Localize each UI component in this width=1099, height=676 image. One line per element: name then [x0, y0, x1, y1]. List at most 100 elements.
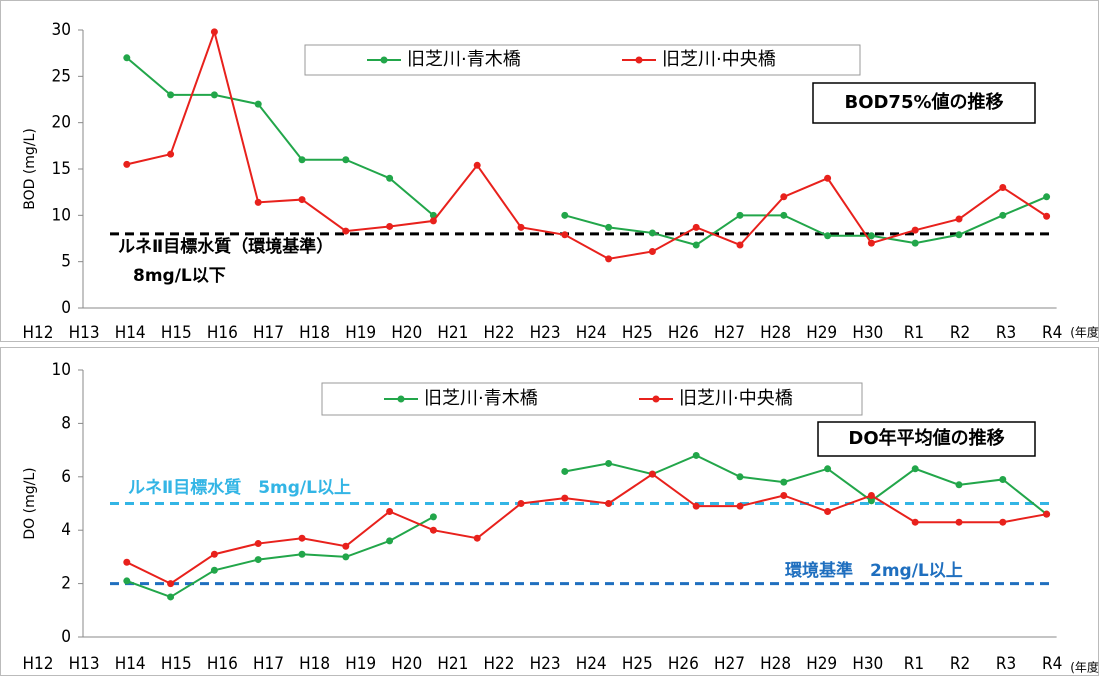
y-tick-label: 0: [61, 627, 71, 647]
data-point: [780, 491, 788, 499]
y-axis-label: DO (mg/L): [22, 467, 38, 539]
x-tick-label: H25: [622, 323, 653, 343]
data-point: [342, 227, 350, 235]
data-point: [298, 534, 306, 542]
reference-label: ルネⅡ目標水質 5mg/L以上: [128, 477, 351, 498]
y-tick-label: 6: [61, 467, 71, 487]
data-point: [867, 232, 875, 240]
data-point: [648, 229, 656, 237]
title-box: [812, 82, 1036, 124]
reference-label: 8mg/L以下: [133, 266, 226, 286]
legend-marker: [635, 56, 643, 64]
data-point: [736, 211, 744, 219]
x-tick-label: H13: [69, 323, 100, 343]
data-point: [254, 100, 262, 108]
x-tick-label: H24: [576, 654, 607, 674]
data-point: [867, 497, 875, 505]
data-point: [780, 478, 788, 486]
y-tick-label: 0: [61, 298, 71, 318]
data-point: [123, 577, 131, 585]
legend-label: 旧芝川·青木橋: [407, 49, 521, 70]
y-tick-label: 20: [52, 113, 71, 133]
data-point: [780, 193, 788, 201]
x-tick-label: R2: [950, 654, 970, 674]
x-tick-label: H19: [345, 323, 376, 343]
y-tick-label: 30: [52, 20, 71, 40]
y-tick-label: 2: [61, 574, 71, 594]
series-line: [126, 515, 434, 599]
data-point: [736, 241, 744, 249]
x-tick-label: H13: [69, 654, 100, 674]
data-point: [736, 473, 744, 481]
data-point: [605, 255, 613, 263]
data-point: [605, 500, 613, 507]
legend-marker: [652, 395, 660, 403]
title-box: [817, 421, 1036, 457]
data-point: [386, 174, 394, 182]
x-tick-label: H19: [345, 654, 376, 674]
data-point: [955, 481, 963, 489]
legend-marker: [380, 56, 388, 64]
x-tick-label: H16: [207, 323, 238, 343]
data-point: [123, 160, 131, 168]
legend-label: 旧芝川·中央橋: [662, 49, 776, 70]
data-point: [210, 550, 218, 558]
x-tick-label: H28: [760, 654, 791, 674]
data-point: [123, 558, 131, 566]
data-point: [429, 513, 437, 521]
data-point: [167, 91, 175, 99]
x-tick-label: H26: [668, 654, 699, 674]
x-tick-label: H26: [668, 323, 699, 343]
data-point: [955, 231, 963, 239]
data-point: [517, 500, 525, 507]
x-tick-label: H18: [299, 654, 330, 674]
data-point: [648, 247, 656, 255]
x-tick-label: H23: [530, 323, 561, 343]
data-point: [1043, 510, 1051, 518]
data-point: [298, 196, 306, 204]
y-tick-label: 15: [52, 159, 71, 179]
data-point: [210, 28, 218, 36]
reference-label: ルネⅡ目標水質（環境基準）: [118, 236, 333, 257]
x-tick-label: R3: [996, 654, 1016, 674]
series-line: [126, 28, 1048, 260]
data-point: [692, 502, 700, 510]
data-point: [167, 593, 175, 601]
series-line: [564, 454, 1048, 515]
data-point: [605, 223, 613, 231]
data-point: [824, 508, 832, 516]
x-tick-label: H20: [391, 323, 422, 343]
data-point: [911, 465, 919, 473]
x-tick-label: H30: [852, 323, 883, 343]
x-tick-label: H22: [484, 654, 515, 674]
x-tick-label: H28: [760, 323, 791, 343]
data-point: [429, 217, 437, 225]
data-point: [210, 566, 218, 574]
data-point: [911, 239, 919, 247]
x-tick-label: H16: [207, 654, 238, 674]
data-point: [692, 223, 700, 231]
data-point: [254, 540, 262, 548]
legend-label: 旧芝川·中央橋: [679, 388, 793, 409]
data-point: [867, 239, 875, 247]
data-point: [867, 491, 875, 499]
data-point: [210, 91, 218, 99]
data-point: [824, 174, 832, 182]
data-point: [517, 223, 525, 231]
legend-label: 旧芝川·青木橋: [424, 388, 538, 409]
series-line: [126, 472, 1047, 585]
x-tick-label: H14: [115, 654, 146, 674]
x-tick-label: H14: [115, 323, 146, 343]
x-tick-label: H17: [253, 323, 284, 343]
y-tick-label: 5: [61, 252, 71, 272]
x-tick-label: R3: [996, 323, 1016, 343]
data-point: [342, 156, 350, 164]
data-point: [298, 156, 306, 164]
data-point: [1043, 193, 1051, 201]
data-point: [386, 222, 394, 230]
x-tick-label: R1: [904, 323, 924, 343]
data-point: [429, 526, 437, 534]
x-tick-label: H12: [23, 323, 54, 343]
y-tick-label: 25: [52, 66, 71, 86]
